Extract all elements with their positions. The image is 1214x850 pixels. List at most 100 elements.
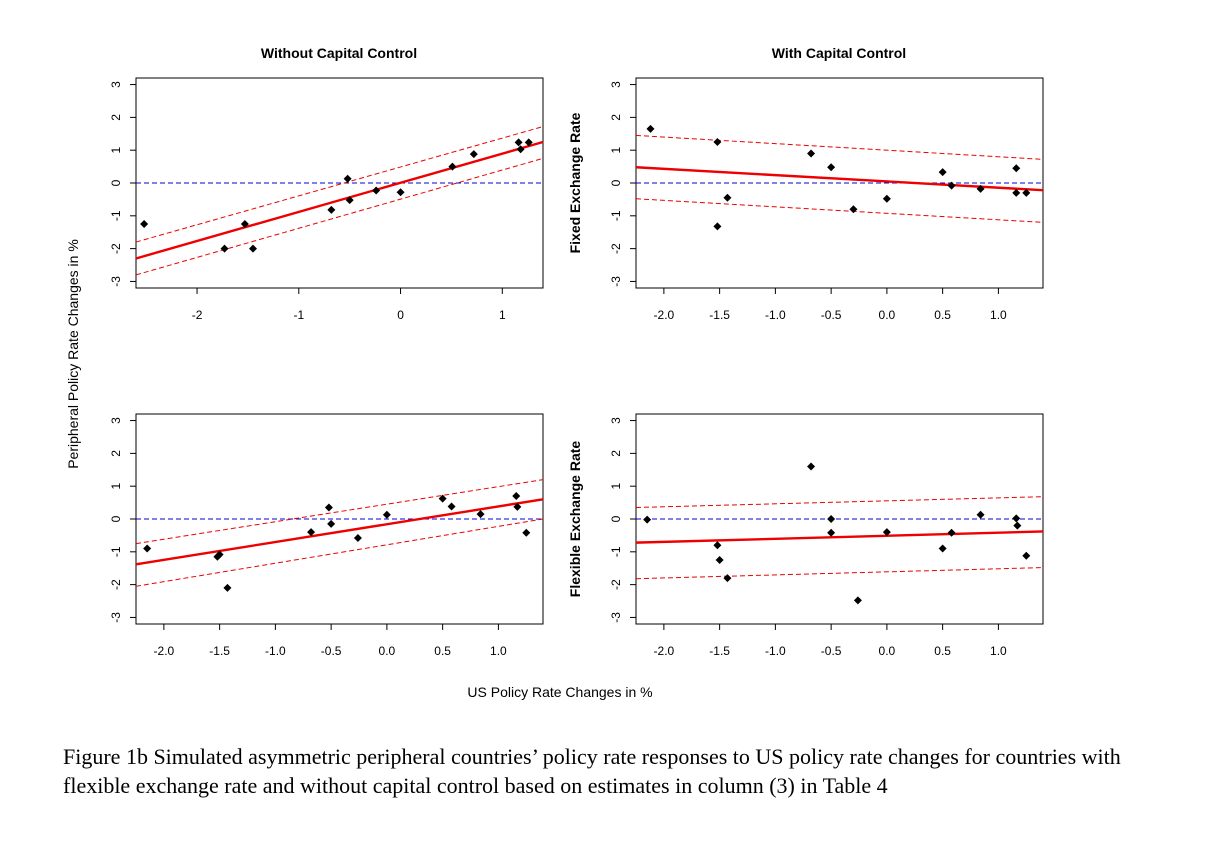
row-label-flexible: Flexible Exchange Rate [567, 441, 583, 598]
fit-line [635, 166, 1044, 192]
data-point [807, 149, 816, 158]
data-point [827, 528, 836, 537]
row-label-fixed: Fixed Exchange Rate [567, 112, 583, 253]
y-tick-label: 0 [609, 179, 623, 186]
panel-group: -2 -1 0 1 -3 -2 -1 0 1 2 3 -2.0 -1.5 -1.0 -0.5 0.0 0.5 1.… [109, 77, 1044, 658]
x-tick-label: -1.5 [209, 644, 230, 658]
y-tick-label: -2 [609, 579, 623, 590]
ci-lower-line [135, 157, 544, 276]
data-point [1013, 521, 1022, 530]
data-point [938, 168, 947, 177]
y-tick-label: -3 [109, 276, 123, 287]
data-point [469, 150, 478, 159]
x-tick-label: -2.0 [654, 644, 675, 658]
x-tick-label: 0.5 [934, 308, 951, 322]
x-tick-label: -0.5 [321, 644, 342, 658]
x-tick-label: -0.5 [821, 308, 842, 322]
data-point [307, 528, 316, 537]
col-title-left: Without Capital Control [261, 45, 417, 61]
data-point [643, 515, 652, 524]
x-tick-label: -2.0 [154, 644, 175, 658]
y-tick-label: 1 [609, 147, 623, 154]
data-point [327, 519, 336, 528]
panel-3: -2.0 -1.5 -1.0 -0.5 0.0 0.5 1.0 -3 -2 -1 0 1 2 3 [609, 413, 1044, 658]
data-point [345, 196, 354, 205]
data-point [215, 550, 224, 559]
x-tick-label: -2.0 [654, 308, 675, 322]
y-tick-label: 2 [609, 450, 623, 457]
x-tick-label: 0.5 [934, 644, 951, 658]
y-tick-label: -2 [109, 243, 123, 254]
data-point [1012, 188, 1021, 197]
x-tick-label: 0.0 [879, 308, 896, 322]
x-tick-label: 0.0 [379, 644, 396, 658]
col-title-right: With Capital Control [772, 45, 906, 61]
fit-line [135, 140, 544, 260]
data-point [849, 205, 858, 214]
x-tick-label: 1.0 [990, 644, 1007, 658]
data-point [827, 515, 836, 523]
ci-lower-line [635, 198, 1044, 223]
ci-upper-line [635, 134, 1044, 160]
ci-upper-line [135, 126, 544, 243]
data-point [882, 194, 891, 203]
x-tick-label: 0 [397, 308, 404, 322]
data-point [1022, 188, 1031, 197]
figure-caption: Figure 1b Simulated asymmetric periphera… [63, 744, 1121, 798]
x-tick-label: -1.5 [709, 644, 730, 658]
data-point [396, 188, 405, 197]
data-point [140, 220, 149, 229]
y-tick-label: -1 [609, 546, 623, 557]
y-tick-label: -1 [109, 210, 123, 221]
y-tick-label: 3 [109, 81, 123, 88]
y-tick-label: 3 [609, 417, 623, 424]
data-point [723, 574, 732, 583]
data-point [713, 137, 722, 146]
data-point [713, 222, 722, 231]
y-tick-label: -1 [609, 210, 623, 221]
data-point [947, 528, 956, 537]
data-point [524, 138, 533, 147]
y-tick-label: 2 [109, 450, 123, 457]
data-point [882, 528, 891, 537]
data-point [976, 184, 985, 193]
y-tick-label: 2 [609, 114, 623, 121]
data-point [514, 138, 523, 147]
y-tick-label: -2 [109, 579, 123, 590]
data-point [827, 163, 836, 172]
data-point [713, 541, 722, 550]
y-tick-label: -3 [109, 612, 123, 623]
y-tick-label: 3 [109, 417, 123, 424]
data-point [353, 534, 362, 543]
ci-lower-line [135, 518, 544, 587]
y-tick-label: 0 [109, 515, 123, 522]
data-point [715, 556, 724, 565]
x-tick-label: -0.5 [821, 644, 842, 658]
data-point [223, 583, 232, 592]
x-tick-label: -2 [192, 308, 203, 322]
x-tick-label: 0.0 [879, 644, 896, 658]
data-point [723, 193, 732, 202]
data-point [143, 544, 152, 553]
ci-lower-line [635, 567, 1044, 580]
data-point [438, 494, 447, 503]
data-point [476, 510, 485, 519]
data-point [512, 492, 521, 501]
ci-upper-line [135, 479, 544, 545]
x-tick-label: -1.5 [709, 308, 730, 322]
data-point [448, 162, 457, 171]
ci-upper-line [635, 496, 1044, 509]
fit-line [135, 498, 544, 566]
data-point [1012, 164, 1021, 173]
data-point [938, 544, 947, 553]
y-tick-label: 3 [609, 81, 623, 88]
x-tick-label: 1 [499, 308, 506, 322]
x-tick-label: -1 [293, 308, 304, 322]
y-tick-label: 1 [609, 483, 623, 490]
panel-2: -2.0 -1.5 -1.0 -0.5 0.0 0.5 1.0 -3 -2 -1 0 1 2 3 [109, 413, 544, 658]
data-point [343, 174, 352, 183]
data-point [513, 502, 522, 511]
data-point [646, 124, 655, 133]
panel-1: -2.0 -1.5 -1.0 -0.5 0.0 0.5 1.0 -3 -2 -1 0 1 2 3 [609, 77, 1044, 322]
x-tick-label: 0.5 [434, 644, 451, 658]
